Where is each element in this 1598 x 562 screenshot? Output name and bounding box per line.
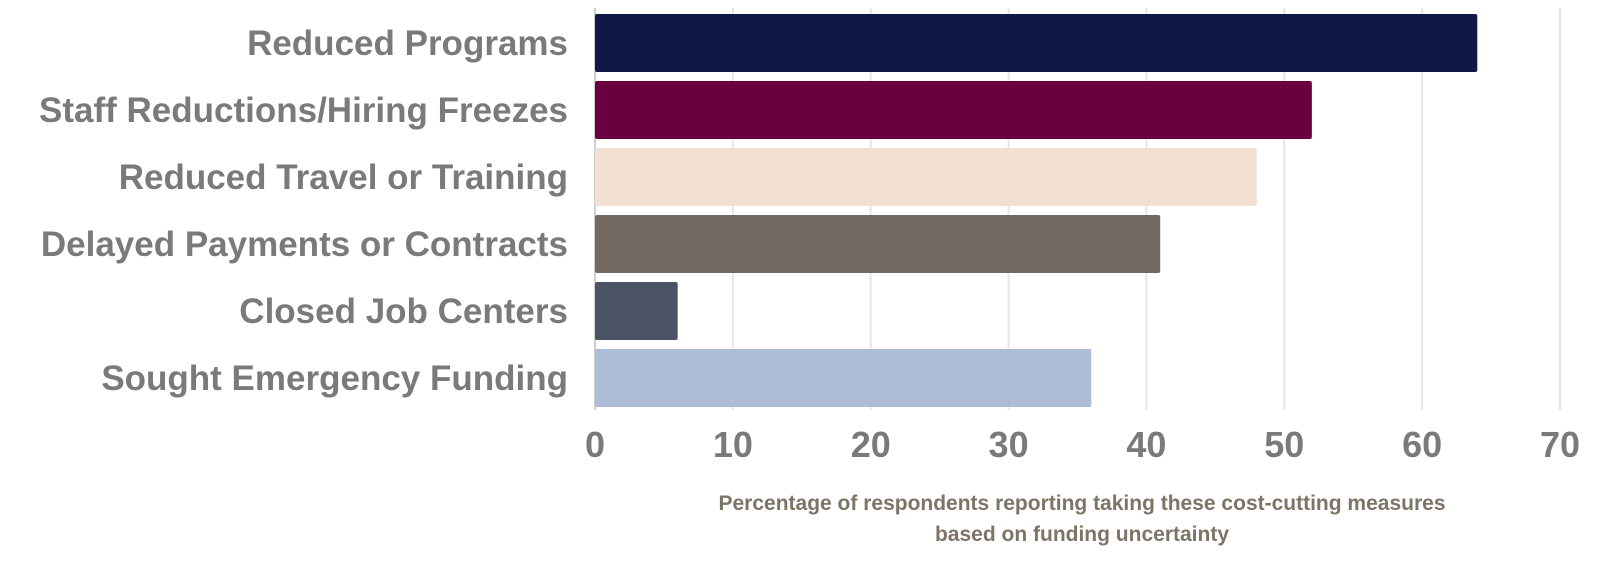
bar-sought-emergency-funding: [595, 349, 1092, 407]
chart-caption: Percentage of respondents reporting taki…: [719, 492, 1446, 546]
x-tick-label-50: 50: [1264, 424, 1304, 465]
grid-layer: [594, 8, 1561, 410]
bar-delayed-payments-or-contracts: [595, 215, 1161, 273]
x-tick-label-40: 40: [1126, 424, 1166, 465]
x-tick-label-20: 20: [851, 424, 891, 465]
category-label-reduced-travel-or-training: Reduced Travel or Training: [119, 158, 568, 197]
bar-reduced-programs: [595, 14, 1478, 72]
x-tick-label-70: 70: [1540, 424, 1580, 465]
bar-closed-job-centers: [595, 282, 678, 340]
bar-staff-reductions-hiring-freezes: [595, 81, 1312, 139]
category-label-sought-emergency-funding: Sought Emergency Funding: [101, 359, 568, 398]
category-label-staff-reductions-hiring-freezes: Staff Reductions/Hiring Freezes: [39, 91, 568, 130]
caption-line-2: based on funding uncertainty: [935, 523, 1229, 546]
x-axis-ticks: 0 10 20 30 40 50 60 70: [585, 424, 1580, 465]
x-tick-label-10: 10: [713, 424, 753, 465]
bar-reduced-travel-or-training: [595, 148, 1257, 206]
category-label-reduced-programs: Reduced Programs: [247, 24, 568, 63]
caption-line-1: Percentage of respondents reporting taki…: [719, 492, 1446, 515]
bar-layer: [595, 14, 1478, 407]
x-tick-label-0: 0: [585, 424, 605, 465]
x-tick-label-30: 30: [989, 424, 1029, 465]
category-label-closed-job-centers: Closed Job Centers: [239, 292, 568, 331]
category-labels: Reduced Programs Staff Reductions/Hiring …: [39, 24, 568, 398]
category-label-delayed-payments-or-contracts: Delayed Payments or Contracts: [41, 225, 568, 264]
x-tick-label-60: 60: [1402, 424, 1442, 465]
